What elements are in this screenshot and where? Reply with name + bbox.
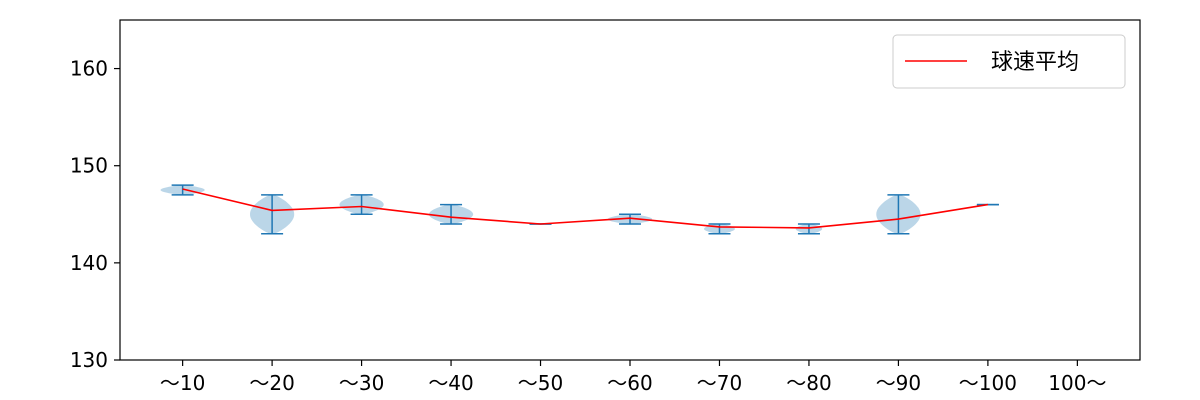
x-tick-label: 〜40	[428, 371, 473, 395]
x-tick-label: 〜100	[959, 371, 1017, 395]
legend-label: 球速平均	[991, 50, 1079, 75]
average-line-layer	[182, 188, 989, 229]
y-tick-label: 150	[70, 154, 108, 178]
x-tick-label: 〜20	[249, 371, 294, 395]
y-tick-label: 130	[70, 348, 108, 372]
x-axis: 〜10 〜20 〜30 〜40 〜50 〜60 〜70 〜80 〜90 〜100 100〜	[160, 360, 1106, 395]
violin	[250, 194, 295, 235]
legend-box	[892, 34, 1126, 89]
x-tick-label: 〜70	[697, 371, 742, 395]
violin	[607, 213, 653, 225]
x-tick-label: 〜60	[607, 371, 652, 395]
x-tick-label: 100〜	[1048, 371, 1106, 395]
x-tick-label: 〜50	[518, 371, 563, 395]
legend: 球速平均	[892, 34, 1126, 89]
violin	[339, 194, 384, 216]
x-tick-label: 〜90	[876, 371, 921, 395]
violin	[795, 223, 823, 235]
average-speed-line	[182, 188, 989, 229]
y-tick-label: 160	[70, 57, 108, 81]
x-tick-label: 〜10	[160, 371, 205, 395]
x-tick-label: 〜30	[339, 371, 384, 395]
y-tick-label: 140	[70, 251, 108, 275]
violins-layer	[160, 184, 999, 235]
x-tick-label: 〜80	[786, 371, 831, 395]
violin	[428, 203, 474, 225]
y-axis: 130 140 150 160	[70, 57, 120, 372]
violin	[876, 194, 921, 235]
